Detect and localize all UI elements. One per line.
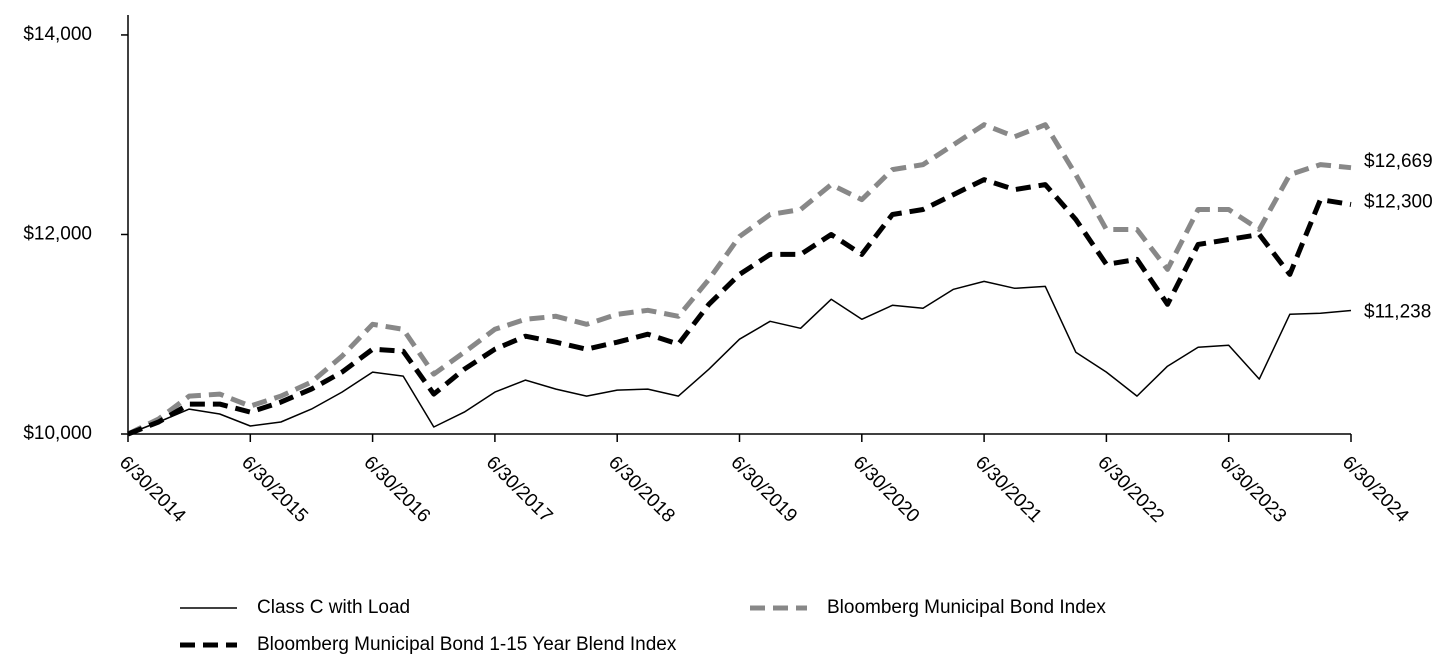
legend-label: Bloomberg Municipal Bond Index bbox=[827, 597, 1106, 618]
x-tick-label: 6/30/2014 bbox=[115, 452, 190, 527]
x-tick-label: 6/30/2024 bbox=[1338, 452, 1413, 527]
y-tick-label: $10,000 bbox=[23, 423, 92, 444]
x-tick-label: 6/30/2017 bbox=[482, 452, 557, 527]
x-tick-label: 6/30/2022 bbox=[1093, 452, 1168, 527]
y-tick-label: $12,000 bbox=[23, 223, 92, 244]
x-tick-label: 6/30/2016 bbox=[360, 452, 435, 527]
x-tick-label: 6/30/2015 bbox=[237, 452, 312, 527]
series-line bbox=[127, 280, 1352, 435]
x-tick-label: 6/30/2021 bbox=[971, 452, 1046, 527]
y-tick-label: $14,000 bbox=[23, 24, 92, 45]
end-label: $11,238 bbox=[1364, 302, 1431, 323]
series-line bbox=[126, 122, 1352, 437]
end-label: $12,300 bbox=[1364, 192, 1433, 213]
x-tick-label: 6/30/2020 bbox=[849, 452, 924, 527]
x-tick-label: 6/30/2018 bbox=[604, 452, 679, 527]
legend-label: Class C with Load bbox=[257, 597, 410, 618]
end-label: $12,669 bbox=[1364, 151, 1433, 172]
x-tick-label: 6/30/2019 bbox=[726, 452, 801, 527]
legend-label: Bloomberg Municipal Bond 1-15 Year Blend… bbox=[257, 634, 677, 654]
series-line bbox=[127, 177, 1352, 437]
x-tick-label: 6/30/2023 bbox=[1216, 452, 1291, 527]
